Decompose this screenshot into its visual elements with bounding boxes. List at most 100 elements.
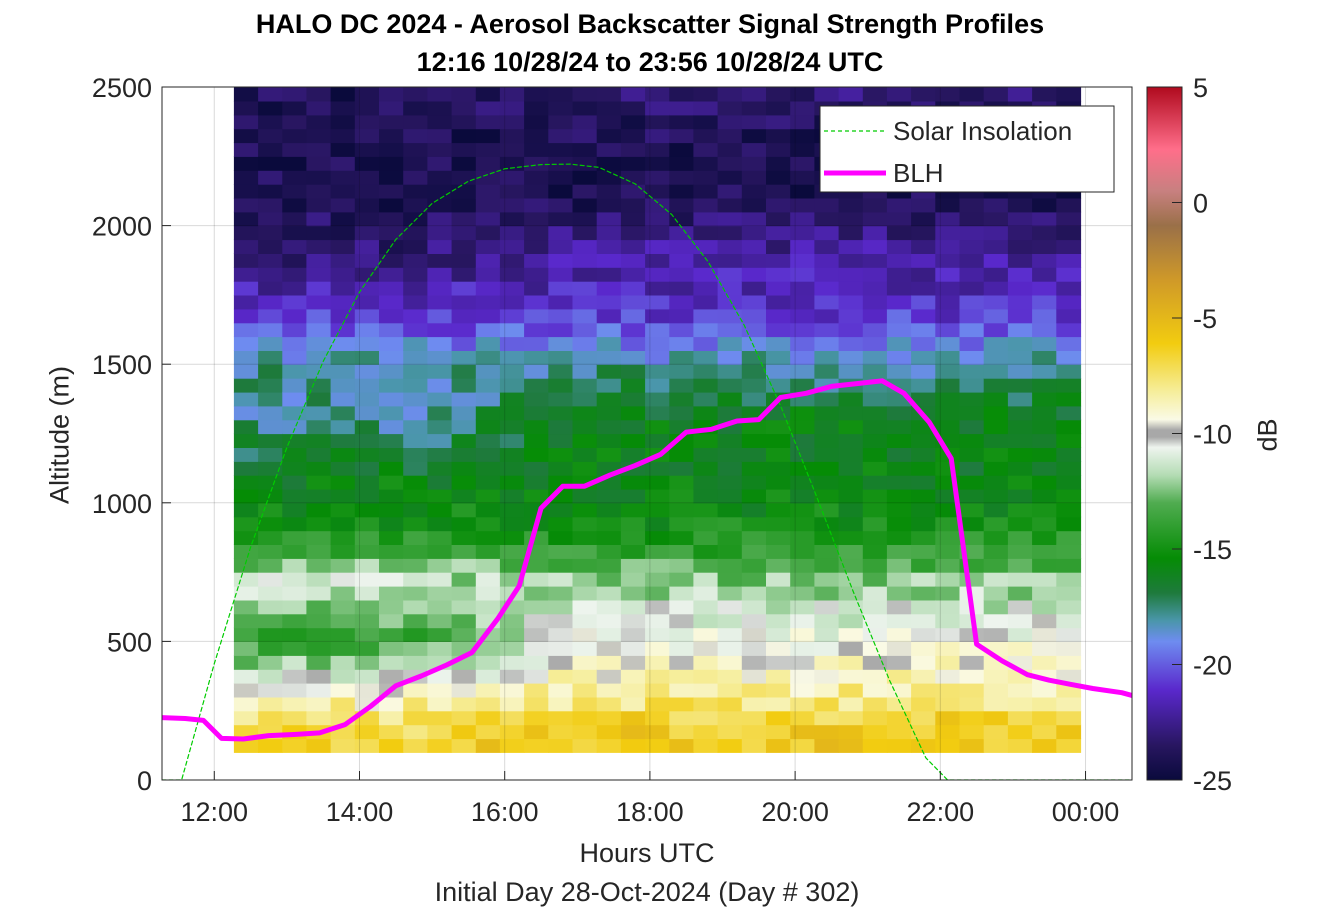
- heatmap-cell: [1007, 267, 1033, 282]
- heatmap-cell: [354, 447, 380, 462]
- heatmap-cell: [354, 419, 380, 435]
- heatmap-cell: [354, 225, 380, 241]
- heatmap-cell: [258, 391, 283, 407]
- heatmap-cell: [548, 655, 574, 670]
- heatmap-cell: [814, 211, 840, 227]
- heatmap-cell: [548, 184, 574, 199]
- chart-title: HALO DC 2024 - Aerosol Backscatter Signa…: [255, 9, 1045, 39]
- heatmap-cell: [886, 669, 912, 684]
- heatmap-cell: [548, 544, 574, 559]
- heatmap-cell: [717, 350, 743, 365]
- heatmap-cell: [620, 281, 646, 296]
- heatmap-cell: [548, 405, 574, 421]
- heatmap-cell: [935, 724, 961, 740]
- heatmap-cell: [766, 696, 791, 712]
- heatmap-cell: [1032, 239, 1057, 254]
- heatmap-cell: [427, 683, 453, 698]
- heatmap-cell: [790, 502, 815, 518]
- heatmap-cell: [475, 142, 501, 157]
- heatmap-cell: [282, 419, 308, 435]
- heatmap-cell: [499, 170, 525, 185]
- heatmap-cell: [790, 128, 815, 144]
- heatmap-cell: [693, 558, 719, 573]
- heatmap-cell: [645, 294, 670, 310]
- heatmap-cell: [258, 641, 283, 656]
- heatmap-cell: [717, 114, 743, 130]
- heatmap-cell: [451, 114, 477, 130]
- heatmap-cell: [548, 225, 574, 241]
- heatmap-cell: [548, 724, 574, 740]
- heatmap-cell: [911, 211, 936, 227]
- heatmap-cell: [935, 322, 961, 338]
- heatmap-cell: [693, 488, 719, 504]
- heatmap-cell: [282, 239, 308, 254]
- heatmap-cell: [838, 433, 864, 448]
- heatmap-cell: [862, 627, 888, 642]
- heatmap-cell: [886, 253, 912, 268]
- heatmap-cell: [1007, 350, 1033, 365]
- heatmap-cell: [379, 322, 404, 338]
- heatmap-cell: [983, 586, 1009, 601]
- heatmap-cell: [475, 281, 501, 296]
- heatmap-cell: [403, 170, 428, 185]
- heatmap-cell: [1056, 586, 1082, 601]
- heatmap-cell: [524, 710, 549, 726]
- heatmap-cell: [862, 281, 888, 296]
- heatmap-cell: [838, 655, 864, 670]
- heatmap-cell: [645, 253, 670, 268]
- heatmap-cell: [790, 530, 815, 545]
- heatmap-cell: [983, 488, 1009, 504]
- heatmap-cell: [911, 87, 936, 102]
- heatmap-cell: [596, 627, 622, 642]
- heatmap-cell: [886, 267, 912, 282]
- heatmap-cell: [233, 738, 259, 753]
- heatmap-cell: [1007, 641, 1033, 656]
- heatmap-cell: [911, 391, 936, 407]
- heatmap-cell: [427, 128, 453, 144]
- heatmap-cell: [669, 544, 695, 559]
- heatmap-cell: [959, 391, 985, 407]
- heatmap-cell: [886, 724, 912, 740]
- heatmap-cell: [741, 308, 767, 324]
- heatmap-cell: [596, 281, 622, 296]
- heatmap-cell: [354, 641, 380, 656]
- heatmap-cell: [282, 433, 308, 448]
- heatmap-cell: [693, 572, 719, 587]
- heatmap-cell: [499, 294, 525, 310]
- heatmap-cell: [911, 641, 936, 656]
- heatmap-cell: [306, 211, 332, 227]
- y-tick-label: 2000: [92, 212, 152, 242]
- heatmap-cell: [814, 87, 840, 102]
- heatmap-cell: [814, 516, 840, 532]
- heatmap-cell: [814, 696, 840, 712]
- heatmap-cell: [935, 197, 961, 213]
- heatmap-cell: [403, 197, 428, 213]
- heatmap-cell: [983, 433, 1009, 448]
- heatmap-cell: [379, 655, 404, 670]
- heatmap-cell: [1007, 391, 1033, 407]
- heatmap-cell: [548, 378, 574, 393]
- heatmap-cell: [258, 225, 283, 241]
- heatmap-cell: [790, 211, 815, 227]
- heatmap-cell: [717, 461, 743, 476]
- heatmap-cell: [766, 641, 791, 656]
- heatmap-cell: [935, 253, 961, 268]
- heatmap-cell: [475, 114, 501, 130]
- heatmap-cell: [403, 461, 428, 476]
- heatmap-cell: [379, 350, 404, 365]
- heatmap-cell: [258, 142, 283, 157]
- heatmap-cell: [306, 225, 332, 241]
- heatmap-cell: [282, 391, 308, 407]
- heatmap-cell: [258, 738, 283, 753]
- heatmap-cell: [475, 239, 501, 254]
- heatmap-cell: [1032, 433, 1057, 448]
- heatmap-cell: [403, 267, 428, 282]
- heatmap-cell: [596, 87, 622, 102]
- heatmap-cell: [427, 599, 453, 615]
- heatmap-cell: [790, 669, 815, 684]
- heatmap-cell: [669, 724, 695, 740]
- heatmap-cell: [499, 544, 525, 559]
- heatmap-cell: [717, 336, 743, 351]
- heatmap-cell: [645, 405, 670, 421]
- heatmap-cell: [862, 364, 888, 379]
